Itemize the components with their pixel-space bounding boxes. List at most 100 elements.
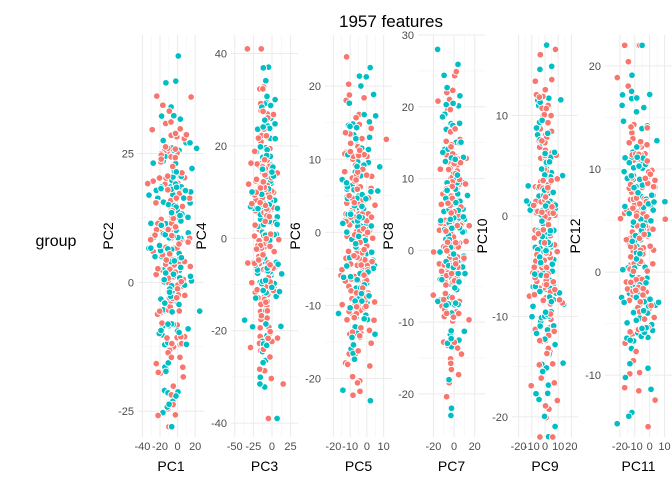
point-group-a [547, 111, 555, 120]
point-group-b [532, 329, 541, 338]
point-group-b [653, 136, 661, 145]
point-group-a [461, 180, 470, 188]
point-group-a [635, 200, 644, 208]
x-axis-title: PC5 [345, 458, 372, 474]
point-group-b [454, 269, 462, 278]
point-group-b [371, 112, 380, 120]
point-group-a [262, 298, 270, 306]
point-group-b [147, 244, 155, 252]
point-group-a [171, 153, 180, 162]
x-tick-label: -40 [134, 441, 150, 453]
point-group-b [543, 129, 552, 138]
point-group-b [266, 101, 275, 110]
y-tick-label: 10 [309, 154, 321, 166]
point-group-a [273, 334, 282, 342]
point-group-b [451, 155, 459, 164]
point-group-a [157, 155, 165, 163]
point-group-a [447, 143, 455, 151]
point-group-a [620, 383, 629, 392]
point-group-b [530, 270, 539, 278]
point-group-b [451, 284, 459, 292]
point-group-b [528, 312, 536, 321]
point-group-b [346, 304, 354, 312]
y-tick-label: -20 [305, 374, 321, 386]
point-group-a [367, 124, 375, 133]
point-group-b [168, 308, 176, 316]
point-group-b [181, 186, 190, 195]
point-group-b [619, 265, 627, 274]
point-group-b [271, 120, 279, 128]
point-group-a [266, 353, 274, 361]
points [613, 41, 670, 431]
point-group-a [360, 94, 368, 102]
x-axis-title: PC9 [531, 458, 558, 474]
point-group-b [360, 110, 368, 119]
x-tick-label: 0 [175, 441, 181, 453]
point-group-a [640, 315, 649, 323]
point-group-a [179, 363, 187, 371]
point-group-a [269, 110, 278, 119]
point-group-b [619, 117, 628, 125]
point-group-b [374, 187, 382, 195]
x-tick-label: -10 [524, 441, 540, 453]
point-group-b [184, 213, 192, 222]
y-tick-label: -10 [398, 317, 414, 329]
point-group-b [240, 316, 249, 324]
point-group-b [164, 320, 172, 328]
point-group-b [532, 389, 540, 398]
point-group-a [548, 203, 556, 211]
point-group-a [342, 53, 351, 61]
point-group-a [534, 229, 543, 238]
points [334, 53, 391, 405]
point-group-a [454, 309, 463, 318]
point-group-a [177, 277, 186, 286]
point-group-a [354, 347, 362, 355]
point-group-b [620, 167, 628, 176]
point-group-a [649, 225, 657, 233]
point-group-b [538, 367, 547, 376]
point-group-a [259, 107, 267, 116]
point-group-a [255, 365, 264, 373]
point-group-b [447, 334, 455, 343]
point-group-b [353, 162, 361, 171]
point-group-a [360, 271, 368, 279]
point-group-a [256, 184, 265, 192]
point-group-a [186, 262, 195, 271]
point-group-b [535, 395, 543, 404]
point-group-b [151, 252, 159, 261]
point-group-a [436, 165, 445, 173]
point-group-a [346, 147, 355, 156]
point-group-b [256, 143, 265, 151]
point-group-a [266, 327, 274, 336]
point-group-a [176, 125, 184, 133]
point-group-b [174, 52, 183, 60]
point-group-a [253, 285, 261, 294]
point-group-a [252, 245, 261, 253]
point-group-a [539, 296, 548, 305]
point-group-a [651, 396, 659, 404]
point-group-b [342, 179, 351, 187]
point-group-b [529, 302, 537, 311]
point-group-a [548, 360, 557, 368]
x-tick-label: 20 [469, 441, 481, 453]
point-group-b [362, 73, 371, 81]
point-group-b [164, 359, 173, 367]
point-group-b [273, 220, 281, 229]
point-group-a [266, 230, 275, 238]
x-tick-label: -20 [426, 441, 442, 453]
point-group-b [155, 241, 164, 250]
x-tick-label: -20 [325, 441, 341, 453]
point-group-b [275, 287, 284, 296]
y-tick-label: 40 [215, 48, 227, 60]
point-group-a [247, 159, 255, 167]
point-group-a [345, 191, 353, 200]
point-group-b [646, 295, 654, 303]
point-group-b [443, 186, 451, 195]
x-tick-label: -10 [627, 441, 643, 453]
point-group-b [532, 124, 541, 132]
x-tick-label: 0 [451, 441, 457, 453]
point-group-a [538, 137, 546, 145]
point-group-a [248, 199, 256, 208]
point-group-a [244, 180, 253, 188]
